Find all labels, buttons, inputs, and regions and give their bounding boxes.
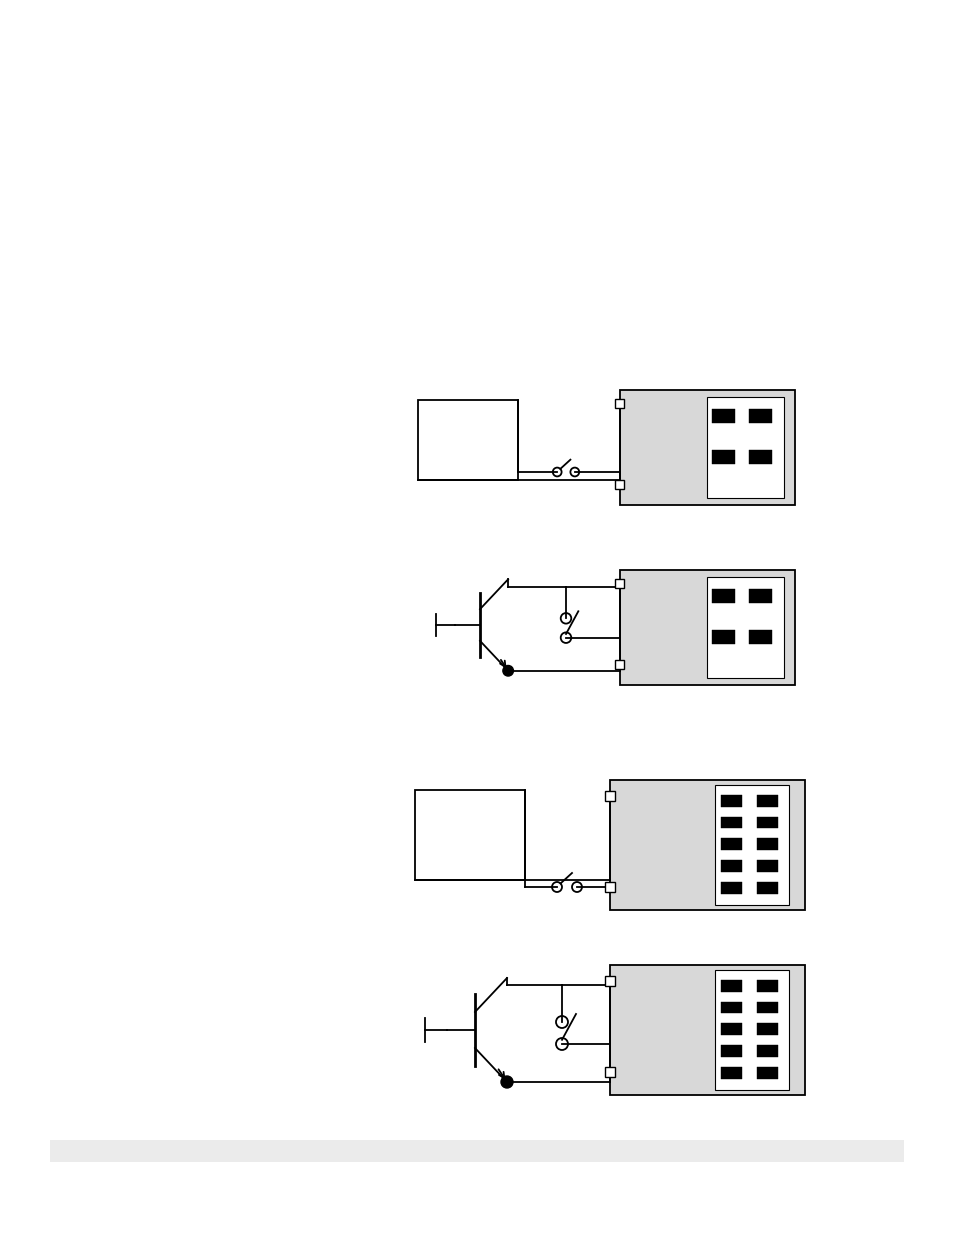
Bar <box>756 1067 777 1078</box>
Bar <box>748 630 771 643</box>
Bar <box>756 979 777 992</box>
Bar <box>720 979 741 992</box>
Bar <box>756 860 777 872</box>
Bar <box>609 781 804 910</box>
Bar <box>711 589 735 603</box>
Bar <box>720 1024 741 1035</box>
Bar <box>720 795 741 806</box>
Bar <box>715 785 788 905</box>
Bar <box>604 882 615 892</box>
Bar <box>748 589 771 603</box>
Bar <box>604 976 615 986</box>
Bar <box>604 1067 615 1077</box>
Bar <box>615 399 624 409</box>
Bar <box>756 1045 777 1057</box>
Bar <box>619 571 794 685</box>
Bar <box>50 1140 903 1162</box>
Bar <box>748 409 771 424</box>
Bar <box>720 882 741 894</box>
Bar <box>756 795 777 806</box>
Bar <box>748 450 771 463</box>
Bar <box>756 1002 777 1014</box>
Bar <box>756 882 777 894</box>
Bar <box>615 579 624 588</box>
Bar <box>604 790 615 800</box>
Bar <box>619 390 794 505</box>
Bar <box>711 630 735 643</box>
Bar <box>720 860 741 872</box>
Bar <box>720 1067 741 1078</box>
Bar <box>711 409 735 424</box>
Bar <box>417 400 517 480</box>
Circle shape <box>502 666 513 676</box>
Bar <box>756 839 777 850</box>
Bar <box>720 1045 741 1057</box>
Bar <box>720 1002 741 1014</box>
Bar <box>711 450 735 463</box>
Bar <box>615 480 624 489</box>
Bar <box>615 659 624 669</box>
Bar <box>720 816 741 829</box>
Bar <box>756 1024 777 1035</box>
Bar <box>415 790 524 881</box>
Bar <box>707 577 783 678</box>
Bar <box>756 816 777 829</box>
Bar <box>720 839 741 850</box>
Bar <box>707 396 783 498</box>
Circle shape <box>500 1076 513 1088</box>
Bar <box>609 965 804 1095</box>
Bar <box>715 971 788 1089</box>
